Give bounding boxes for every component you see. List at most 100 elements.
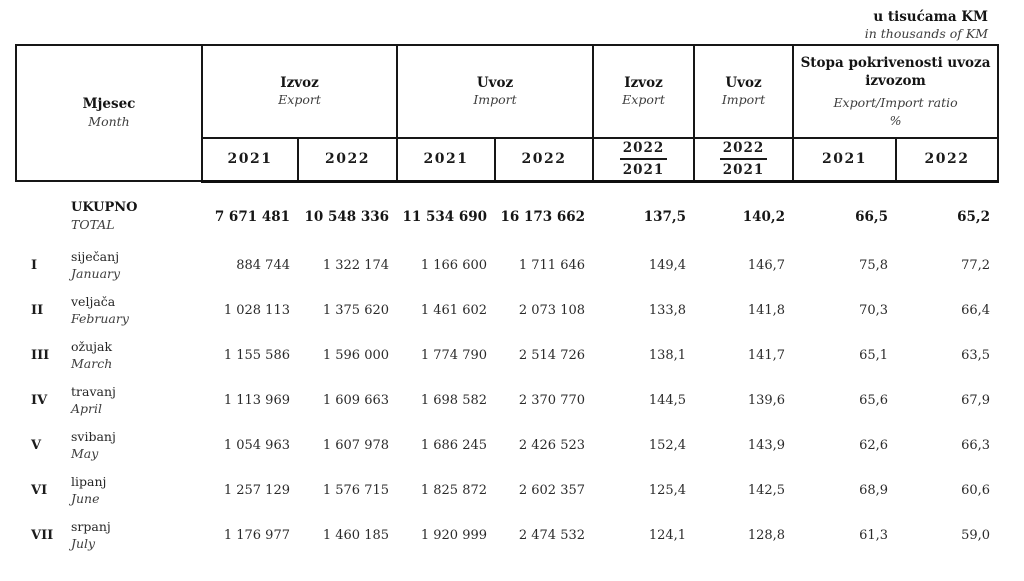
value-export-ratio: 138,1	[648, 348, 687, 363]
value-export-2021: 1 257 129	[223, 483, 290, 498]
value-coverage-2022: 67,9	[961, 393, 991, 408]
header-cell-month: Mjesec Month	[15, 44, 203, 182]
value-import-2021: 1 461 602	[420, 303, 488, 318]
unit-note-hr: u tisućama KM	[873, 9, 988, 25]
month-numeral: VII	[31, 528, 54, 543]
total-coverage-2022: 65,2	[957, 208, 991, 225]
month-name-hr: svibanj	[71, 429, 116, 445]
total-export-2022: 10 548 336	[304, 208, 390, 225]
month-header-hr: Mjesec	[82, 96, 136, 113]
value-export-ratio: 133,8	[648, 303, 687, 318]
fraction-numerator: 2022	[719, 140, 768, 160]
coverage-unit: %	[889, 112, 902, 128]
year-export-2021: 2021	[201, 137, 299, 183]
month-name-en: April	[71, 400, 102, 416]
header-cell-coverage-group: Stopa pokrivenosti uvoza izvozom Export/…	[792, 44, 1000, 139]
total-label-cell: UKUPNO TOTAL	[16, 181, 202, 243]
value-import-2021: 1 825 872	[420, 483, 488, 498]
value-export-2021: 1 054 963	[223, 438, 290, 453]
value-import-ratio: 143,9	[747, 438, 786, 453]
month-numeral: V	[31, 438, 42, 453]
value-export-2021: 884 744	[236, 258, 290, 273]
value-export-2022: 1 596 000	[322, 348, 390, 363]
value-export-2022: 1 609 663	[322, 393, 390, 408]
header-cell-export-ratio: Izvoz Export	[592, 44, 696, 139]
month-label-cell: II veljača February	[16, 288, 202, 333]
value-import-ratio: 142,5	[747, 483, 786, 498]
value-coverage-2022: 66,3	[961, 438, 991, 453]
export-group-hr: Izvoz	[280, 74, 319, 91]
month-label-cell: I siječanj January	[16, 243, 202, 288]
month-name-en: June	[71, 490, 100, 506]
import-ratio-fraction: 2022 2021	[719, 140, 768, 179]
year-import-2021: 2021	[396, 137, 497, 183]
value-export-ratio: 144,5	[648, 393, 687, 408]
value-coverage-2021: 68,9	[859, 483, 889, 498]
fraction-numerator: 2022	[619, 140, 668, 160]
month-numeral: VI	[31, 483, 48, 498]
value-import-2022: 2 073 108	[518, 303, 586, 318]
trade-table: Mjesec Month Izvoz Export Uvoz Import Iz…	[15, 44, 1000, 558]
total-import-2022: 16 173 662	[500, 208, 586, 225]
value-import-2022: 2 514 726	[518, 348, 586, 363]
export-ratio-hr: Izvoz	[624, 74, 663, 91]
value-import-2021: 1 698 582	[420, 393, 488, 408]
month-name-en: March	[71, 355, 113, 371]
value-export-2022: 1 322 174	[322, 258, 390, 273]
month-name-hr: ožujak	[71, 339, 113, 355]
month-numeral: IV	[31, 393, 48, 408]
header-cell-export-group: Izvoz Export	[200, 44, 399, 139]
month-numeral: I	[31, 258, 38, 273]
month-header-en: Month	[88, 113, 130, 129]
value-import-ratio: 141,7	[747, 348, 786, 363]
value-export-ratio: 149,4	[648, 258, 687, 273]
import-ratio-hr: Uvoz	[725, 74, 762, 91]
table-row: I siječanj January 884 744 1 322 174 1 1…	[16, 243, 998, 288]
value-import-ratio: 141,8	[747, 303, 786, 318]
value-export-ratio: 125,4	[648, 483, 687, 498]
month-label-cell: III ožujak March	[16, 333, 202, 378]
value-import-2022: 2 426 523	[518, 438, 586, 453]
value-coverage-2022: 77,2	[961, 258, 991, 273]
total-label-hr: UKUPNO	[71, 199, 138, 215]
value-coverage-2021: 65,1	[859, 348, 889, 363]
coverage-hr: Stopa pokrivenosti uvoza izvozom	[800, 55, 991, 89]
value-coverage-2022: 59,0	[961, 528, 991, 543]
import-group-hr: Uvoz	[476, 74, 514, 91]
year-coverage-2021: 2021	[792, 137, 898, 183]
total-export-ratio: 137,5	[643, 208, 687, 225]
import-ratio-fraction-cell: 2022 2021	[693, 137, 795, 183]
month-numeral: III	[31, 348, 50, 363]
month-name-en: January	[71, 265, 121, 281]
export-ratio-fraction: 2022 2021	[619, 140, 668, 179]
table-row: IV travanj April 1 113 969 1 609 663 1 6…	[16, 378, 998, 423]
month-name-en: May	[71, 445, 99, 461]
value-import-2022: 1 711 646	[518, 258, 586, 273]
value-export-ratio: 124,1	[648, 528, 687, 543]
value-export-2022: 1 460 185	[322, 528, 390, 543]
table-row: V svibanj May 1 054 963 1 607 978 1 686 …	[16, 423, 998, 468]
coverage-en: Export/Import ratio	[833, 95, 958, 111]
month-name-hr: lipanj	[71, 474, 107, 490]
export-ratio-en: Export	[622, 92, 665, 108]
value-coverage-2021: 75,8	[859, 258, 889, 273]
total-coverage-2021: 66,5	[855, 208, 889, 225]
value-export-2022: 1 576 715	[322, 483, 390, 498]
value-coverage-2022: 63,5	[961, 348, 991, 363]
value-import-2021: 1 686 245	[420, 438, 488, 453]
total-row: UKUPNO TOTAL 7 671 481 10 548 336 11 534…	[16, 181, 998, 243]
value-import-2021: 1 774 790	[420, 348, 488, 363]
value-import-2022: 2 474 532	[518, 528, 586, 543]
value-export-2021: 1 028 113	[223, 303, 290, 318]
total-export-2021: 7 671 481	[214, 208, 290, 225]
year-coverage-2022: 2022	[895, 137, 1000, 183]
unit-note-en: in thousands of KM	[864, 25, 988, 41]
value-import-2021: 1 920 999	[420, 528, 488, 543]
month-label-cell: V svibanj May	[16, 423, 202, 468]
value-export-2021: 1 113 969	[223, 393, 290, 408]
value-export-2022: 1 375 620	[322, 303, 390, 318]
fraction-denominator: 2021	[722, 161, 765, 178]
year-export-2022: 2022	[296, 137, 399, 183]
month-label-cell: VII srpanj July	[16, 513, 202, 558]
